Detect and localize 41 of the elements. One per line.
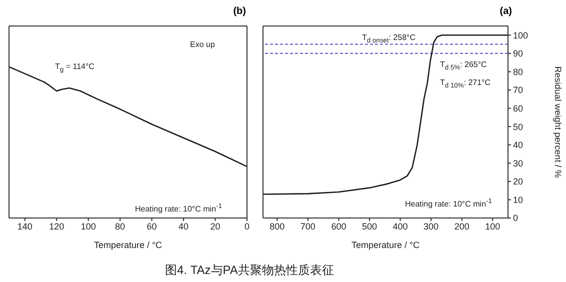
x-tick-label: 300: [424, 221, 439, 232]
y-tick-label: 40: [513, 140, 524, 150]
x-axis-title: Temperature / °C: [351, 240, 420, 250]
y-tick-label: 60: [513, 103, 524, 114]
x-tick-label: 600: [331, 221, 346, 232]
text: Exo up: [190, 40, 215, 49]
annotation: T$_{d 5%}$: 265°C: [440, 60, 487, 72]
y-tick-label: 10: [513, 194, 524, 205]
y-tick-label: 80: [513, 66, 524, 77]
x-tick-label: 140: [17, 221, 32, 232]
y-tick-label: 100: [513, 30, 528, 40]
y-tick-label: 20: [513, 176, 524, 187]
x-tick-label: 800: [270, 221, 285, 232]
x-tick-label: 80: [115, 221, 126, 232]
x-tick-label: 40: [178, 221, 189, 232]
x-tick-label: 100: [485, 221, 500, 232]
y-tick-label: 30: [513, 158, 524, 168]
x-tick-label: 120: [49, 221, 64, 232]
annotation: Heating rate: 10°C min$^{-1}$: [135, 203, 222, 214]
chart-title: (a): [500, 6, 512, 17]
x-axis-title: Temperature / °C: [94, 240, 163, 250]
annotation: T$_{d onset}$: 258°C: [362, 33, 416, 45]
x-tick-label: 20: [210, 221, 220, 232]
y-tick-label: 70: [513, 85, 524, 96]
y-tick-label: 0: [513, 213, 518, 224]
x-tick-label: 0: [244, 221, 250, 232]
line-series: [263, 34, 508, 195]
chart-title: (b): [233, 6, 246, 17]
annotation: T$_{d 10%}$: 271°C: [440, 78, 491, 90]
x-tick-label: 100: [80, 221, 96, 232]
caption: 图4. TAz与PA共聚物热性质表征: [165, 262, 334, 279]
y-tick-label: 90: [513, 48, 524, 59]
annotation: T$_{g}$ = 114°C: [55, 62, 94, 74]
x-tick-label: 60: [146, 221, 157, 232]
x-tick-label: 400: [392, 221, 408, 232]
y-axis-title: Residual weight percent / %: [552, 66, 563, 178]
y-tick-label: 50: [513, 122, 524, 132]
x-tick-label: 200: [454, 221, 470, 232]
annotation: Heating rate: 10°C min$^{-1}$: [405, 198, 492, 209]
x-tick-label: 700: [300, 221, 316, 232]
x-tick-label: 500: [362, 221, 378, 232]
